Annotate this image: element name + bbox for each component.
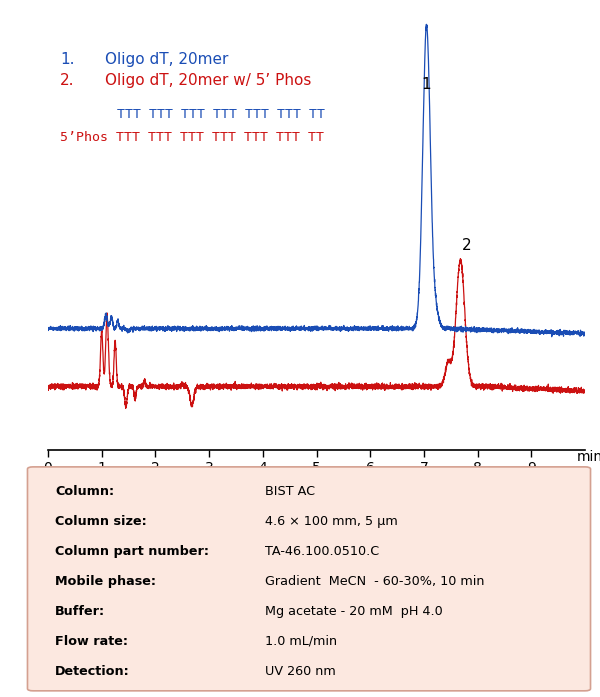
Text: TA-46.100.0510.C: TA-46.100.0510.C [265, 544, 379, 558]
Text: Gradient  MeCN  - 60-30%, 10 min: Gradient MeCN - 60-30%, 10 min [265, 574, 484, 588]
Text: Oligo dT, 20mer w/ 5’ Phos: Oligo dT, 20mer w/ 5’ Phos [105, 73, 311, 89]
Text: Column size:: Column size: [55, 514, 147, 528]
Text: Mobile phase:: Mobile phase: [55, 574, 156, 588]
Text: Flow rate:: Flow rate: [55, 634, 128, 648]
Text: Buffer:: Buffer: [55, 604, 105, 618]
Text: 4.6 × 100 mm, 5 μm: 4.6 × 100 mm, 5 μm [265, 514, 398, 528]
Text: Column part number:: Column part number: [55, 544, 209, 558]
Text: 1.: 1. [60, 52, 74, 68]
Text: Mg acetate - 20 mM  pH 4.0: Mg acetate - 20 mM pH 4.0 [265, 604, 443, 618]
Text: 2: 2 [462, 238, 472, 253]
Text: min: min [577, 450, 600, 464]
Text: 1.0 mL/min: 1.0 mL/min [265, 634, 337, 648]
Text: Detection:: Detection: [55, 664, 130, 677]
Text: UV 260 nm: UV 260 nm [265, 664, 335, 677]
FancyBboxPatch shape [28, 467, 590, 691]
Text: BIST AC: BIST AC [265, 484, 315, 498]
Text: 2.: 2. [60, 73, 74, 89]
Text: 5’Phos TTT TTT TTT TTT TTT TTT TT: 5’Phos TTT TTT TTT TTT TTT TTT TT [60, 131, 324, 144]
Text: 1: 1 [422, 77, 431, 91]
Text: Column:: Column: [55, 484, 114, 498]
Text: TTT TTT TTT TTT TTT TTT TT: TTT TTT TTT TTT TTT TTT TT [117, 108, 325, 121]
Text: Oligo dT, 20mer: Oligo dT, 20mer [105, 52, 229, 68]
